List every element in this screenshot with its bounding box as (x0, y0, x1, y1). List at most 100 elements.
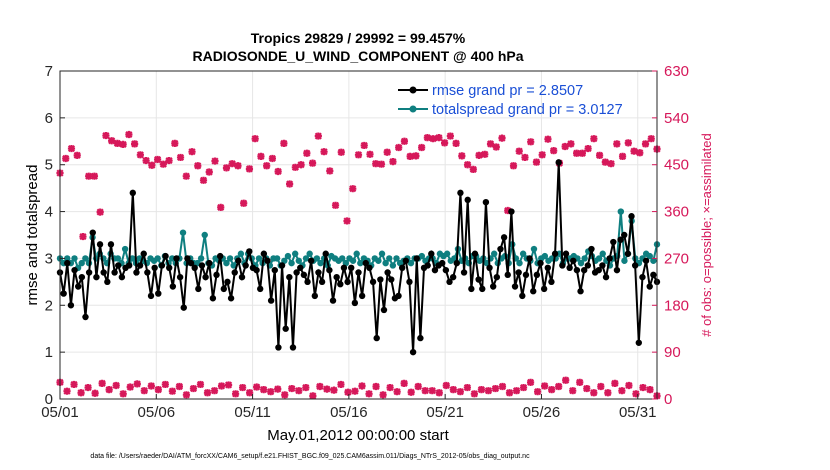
obs-low-x (246, 389, 254, 397)
obs-low-x (105, 386, 113, 394)
rmse-point (635, 339, 642, 346)
rmse-point (606, 255, 613, 262)
rmse-point (198, 262, 206, 269)
rmse-point (486, 264, 493, 271)
obs-count-series (56, 130, 661, 400)
obs-high-x (446, 132, 454, 140)
rmse-point (340, 264, 348, 271)
obs-high-x (90, 172, 99, 180)
obs-high-x (596, 151, 604, 159)
obs-low-x (147, 382, 155, 390)
obs-high-x (171, 139, 179, 147)
rmse-point (599, 262, 606, 269)
rmse-point (224, 278, 231, 286)
obs-low-x (168, 387, 176, 395)
obs-high-x (538, 151, 546, 159)
rmse-point (275, 344, 282, 351)
obs-low-x (491, 385, 500, 393)
x-tick-label: 05/21 (426, 404, 464, 421)
obs-high-x (469, 165, 477, 173)
rmse-point (96, 241, 104, 248)
left-tick-label: 6 (45, 110, 53, 127)
rmse-point (311, 292, 319, 300)
rmse-point (307, 257, 315, 264)
rmse-point (566, 264, 573, 271)
spread-point (121, 245, 129, 253)
legend-spread-marker (409, 105, 417, 113)
obs-high-x (389, 158, 397, 166)
obs-low-x (400, 379, 408, 387)
rmse-point (500, 234, 508, 241)
rmse-point (257, 285, 264, 293)
obs-low-x (260, 386, 268, 394)
obs-high-x (366, 150, 374, 158)
rmse-point (631, 262, 639, 269)
right-y-axis: 0 90 180 270 360 450 540 630 (652, 63, 689, 408)
rmse-point (540, 285, 548, 293)
spread-point (617, 208, 625, 215)
obs-low-x (604, 389, 612, 397)
obs-high-x (435, 134, 443, 142)
obs-high-x (550, 147, 558, 155)
spread-point (302, 255, 310, 262)
obs-high-x (613, 140, 621, 148)
spread-point (64, 255, 71, 262)
obs-low-x (253, 383, 261, 391)
right-tick-label: 360 (664, 204, 689, 221)
obs-high-x (343, 217, 351, 225)
obs-low-x (393, 388, 401, 396)
obs-low-x (337, 380, 345, 388)
obs-high-x (274, 167, 282, 176)
x-tick-label: 05/26 (523, 404, 561, 421)
rmse-point (315, 269, 322, 276)
rmse-point (573, 266, 581, 274)
obs-low-x (182, 391, 191, 399)
right-tick-label: 0 (664, 391, 672, 408)
obs-high-x (360, 141, 368, 150)
obs-low-x (414, 382, 422, 391)
rmse-point (544, 264, 551, 271)
rmse-point (322, 250, 329, 257)
obs-low-x (611, 379, 619, 387)
rmse-point (158, 262, 166, 269)
obs-low-x (442, 381, 450, 390)
obs-high-x (165, 156, 173, 165)
spread-point (313, 255, 321, 262)
rmse-point (202, 273, 209, 281)
rmse-point (358, 292, 366, 300)
obs-low-x (140, 387, 148, 395)
obs-high-x (102, 131, 110, 140)
left-tick-label: 3 (45, 250, 53, 267)
rmse-point (413, 255, 420, 262)
rmse-point (176, 273, 184, 281)
obs-high-x (194, 162, 202, 170)
left-tick-label: 4 (45, 204, 53, 221)
obs-high-x (624, 139, 632, 147)
rmse-point (464, 196, 471, 204)
obs-low-x (372, 382, 380, 391)
obs-high-x (647, 135, 655, 143)
obs-high-x (515, 147, 523, 155)
rmse-point (133, 269, 140, 276)
rmse-point (162, 252, 169, 260)
rmse-point (380, 306, 388, 314)
rmse-point (118, 273, 126, 281)
obs-low-x (456, 388, 464, 396)
obs-low-x (498, 382, 507, 391)
spread-point (288, 259, 295, 267)
rmse-point (60, 290, 67, 297)
obs-low-x (344, 388, 352, 396)
obs-low-x (519, 383, 528, 392)
obs-low-x (625, 381, 633, 390)
rmse-point (650, 271, 657, 279)
obs-low-x (449, 386, 457, 394)
rmse-point (402, 257, 410, 264)
obs-high-x (601, 158, 609, 166)
rmse-point (227, 295, 235, 302)
obs-high-x (584, 144, 592, 153)
rmse-point (184, 255, 191, 262)
obs-high-x (131, 140, 139, 148)
spread-point (339, 255, 346, 262)
rmse-point (242, 262, 249, 269)
obs-high-x (578, 149, 586, 157)
